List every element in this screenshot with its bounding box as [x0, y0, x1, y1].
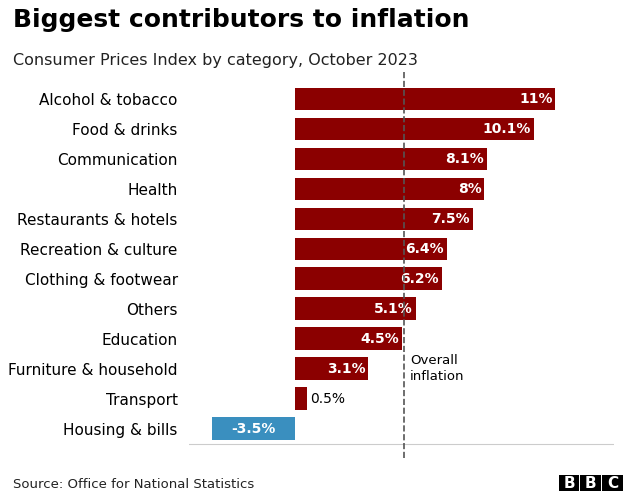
- Text: 0.5%: 0.5%: [310, 392, 346, 406]
- Text: 11%: 11%: [519, 92, 552, 106]
- Bar: [295, 88, 556, 110]
- Text: 8.1%: 8.1%: [445, 152, 484, 166]
- Text: 10.1%: 10.1%: [483, 122, 531, 136]
- Text: Biggest contributors to inflation: Biggest contributors to inflation: [13, 8, 469, 32]
- FancyBboxPatch shape: [602, 475, 623, 491]
- Bar: [295, 328, 402, 350]
- Text: -3.5%: -3.5%: [232, 422, 276, 436]
- Text: 3.1%: 3.1%: [327, 362, 365, 376]
- Bar: [295, 118, 534, 140]
- Text: Overall
inflation: Overall inflation: [410, 354, 465, 383]
- Bar: [295, 238, 447, 260]
- Text: Source: Office for National Statistics: Source: Office for National Statistics: [13, 478, 254, 491]
- Bar: [295, 208, 472, 230]
- Bar: [295, 268, 442, 290]
- Text: 6.2%: 6.2%: [401, 272, 439, 285]
- Text: B: B: [563, 476, 575, 490]
- Bar: [295, 178, 484, 200]
- Bar: [295, 298, 416, 320]
- Text: 7.5%: 7.5%: [431, 212, 470, 226]
- FancyBboxPatch shape: [580, 475, 601, 491]
- Bar: [295, 388, 307, 410]
- Bar: [212, 418, 295, 440]
- FancyBboxPatch shape: [559, 475, 579, 491]
- Text: 8%: 8%: [458, 182, 481, 196]
- Text: B: B: [585, 476, 596, 490]
- Text: 6.4%: 6.4%: [405, 242, 444, 256]
- Text: 5.1%: 5.1%: [374, 302, 413, 316]
- Text: 4.5%: 4.5%: [360, 332, 399, 345]
- Bar: [295, 148, 487, 170]
- Text: Consumer Prices Index by category, October 2023: Consumer Prices Index by category, Octob…: [13, 52, 418, 68]
- Text: C: C: [607, 476, 618, 490]
- Bar: [295, 358, 369, 380]
